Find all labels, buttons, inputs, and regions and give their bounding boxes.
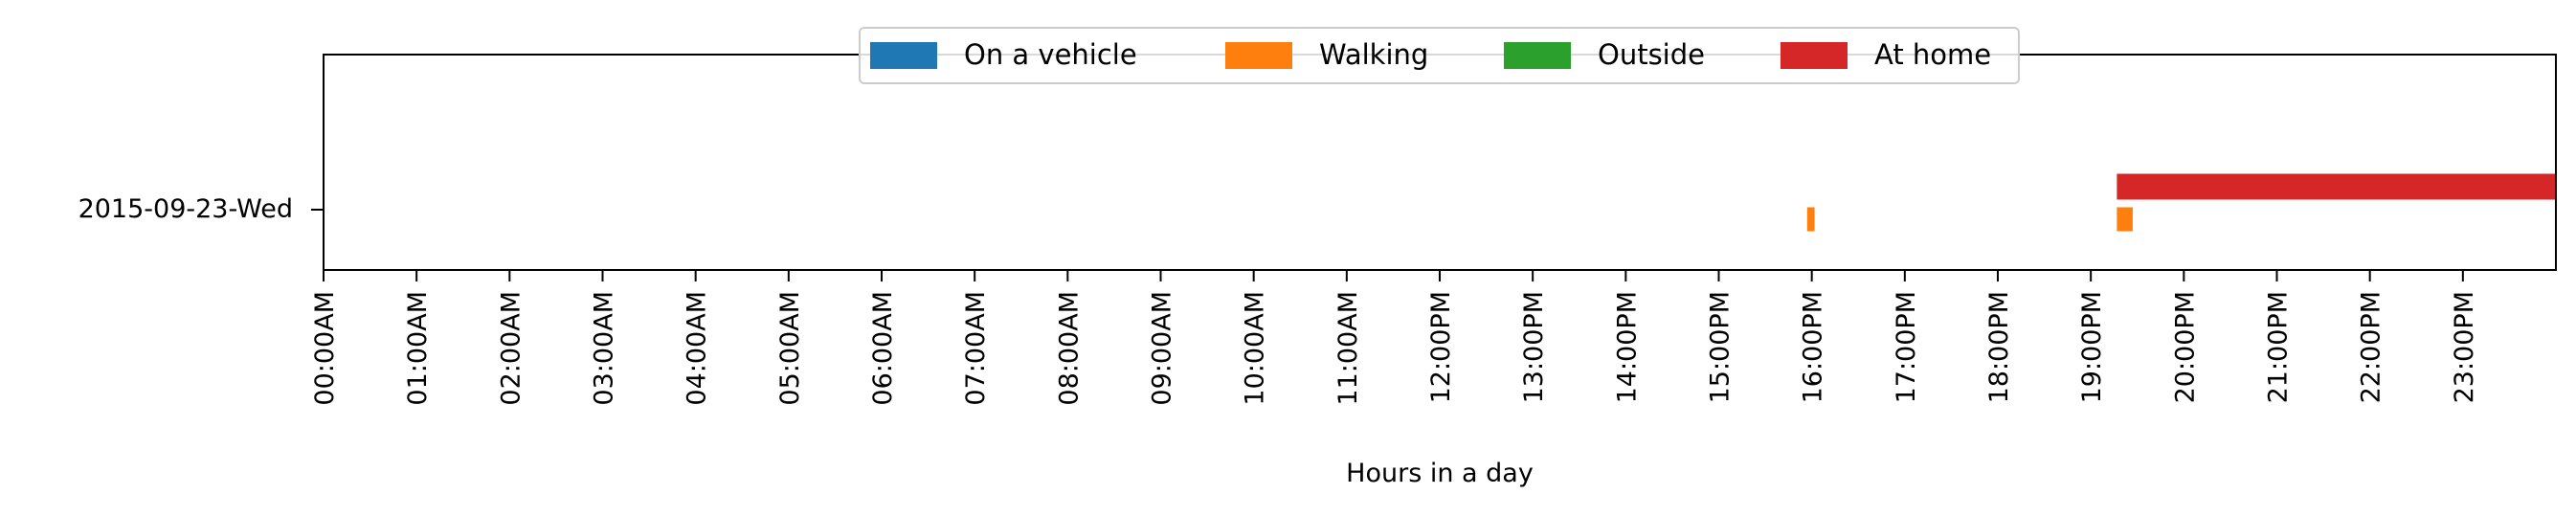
legend-label: Walking <box>1319 38 1428 71</box>
x-tick-label: 07:00AM <box>961 291 991 406</box>
x-tick-label: 13:00PM <box>1519 291 1549 403</box>
x-tick-label: 01:00AM <box>403 291 433 406</box>
bar-at-home <box>2117 173 2556 200</box>
x-tick-label: 05:00AM <box>775 291 805 406</box>
legend-box <box>859 27 2020 84</box>
x-tick-label: 14:00PM <box>1612 291 1642 403</box>
x-axis: 00:00AM 01:00AM 02:00AM 03:00AM 04:00AM 05:00… <box>310 270 2479 406</box>
x-tick-label: 12:00PM <box>1426 291 1456 403</box>
legend-swatch <box>870 42 937 69</box>
x-tick-label: 16:00PM <box>1799 291 1828 403</box>
bar-walking <box>2117 207 2133 232</box>
x-tick-label: 10:00AM <box>1241 291 1270 406</box>
legend-swatch <box>1225 42 1292 69</box>
x-tick-label: 09:00AM <box>1148 291 1177 406</box>
x-tick-label: 17:00PM <box>1892 291 1921 403</box>
x-tick-label: 04:00AM <box>683 291 712 406</box>
y-axis: 2015-09-23-Wed <box>78 194 324 224</box>
x-tick-label: 03:00AM <box>590 291 619 406</box>
legend-label: At home <box>1874 38 1991 71</box>
x-tick-label: 08:00AM <box>1054 291 1084 406</box>
x-tick-label: 21:00PM <box>2264 291 2294 403</box>
legend-swatch <box>1781 42 1848 69</box>
x-tick-label: 15:00PM <box>1706 291 1736 403</box>
bar-walking <box>1806 207 1815 232</box>
x-tick-label: 22:00PM <box>2357 291 2386 403</box>
x-tick-label: 20:00PM <box>2170 291 2200 403</box>
legend: On a vehicle Walking Outside At home <box>859 27 2020 84</box>
y-tick-label: 2015-09-23-Wed <box>78 194 293 224</box>
x-tick-label: 11:00AM <box>1333 291 1363 406</box>
x-tick-label: 00:00AM <box>310 291 340 406</box>
x-tick-label: 02:00AM <box>496 291 526 406</box>
legend-label: On a vehicle <box>964 38 1137 71</box>
x-tick-label: 19:00PM <box>2077 291 2107 403</box>
x-tick-label: 23:00PM <box>2450 291 2479 403</box>
plot-frame <box>323 54 2557 271</box>
x-tick-label: 06:00AM <box>868 291 898 406</box>
legend-swatch <box>1504 42 1571 69</box>
legend-label: Outside <box>1598 38 1705 71</box>
bars-layer <box>1806 173 2556 232</box>
x-axis-label: Hours in a day <box>1346 459 1534 488</box>
x-tick-label: 18:00PM <box>1984 291 2014 403</box>
